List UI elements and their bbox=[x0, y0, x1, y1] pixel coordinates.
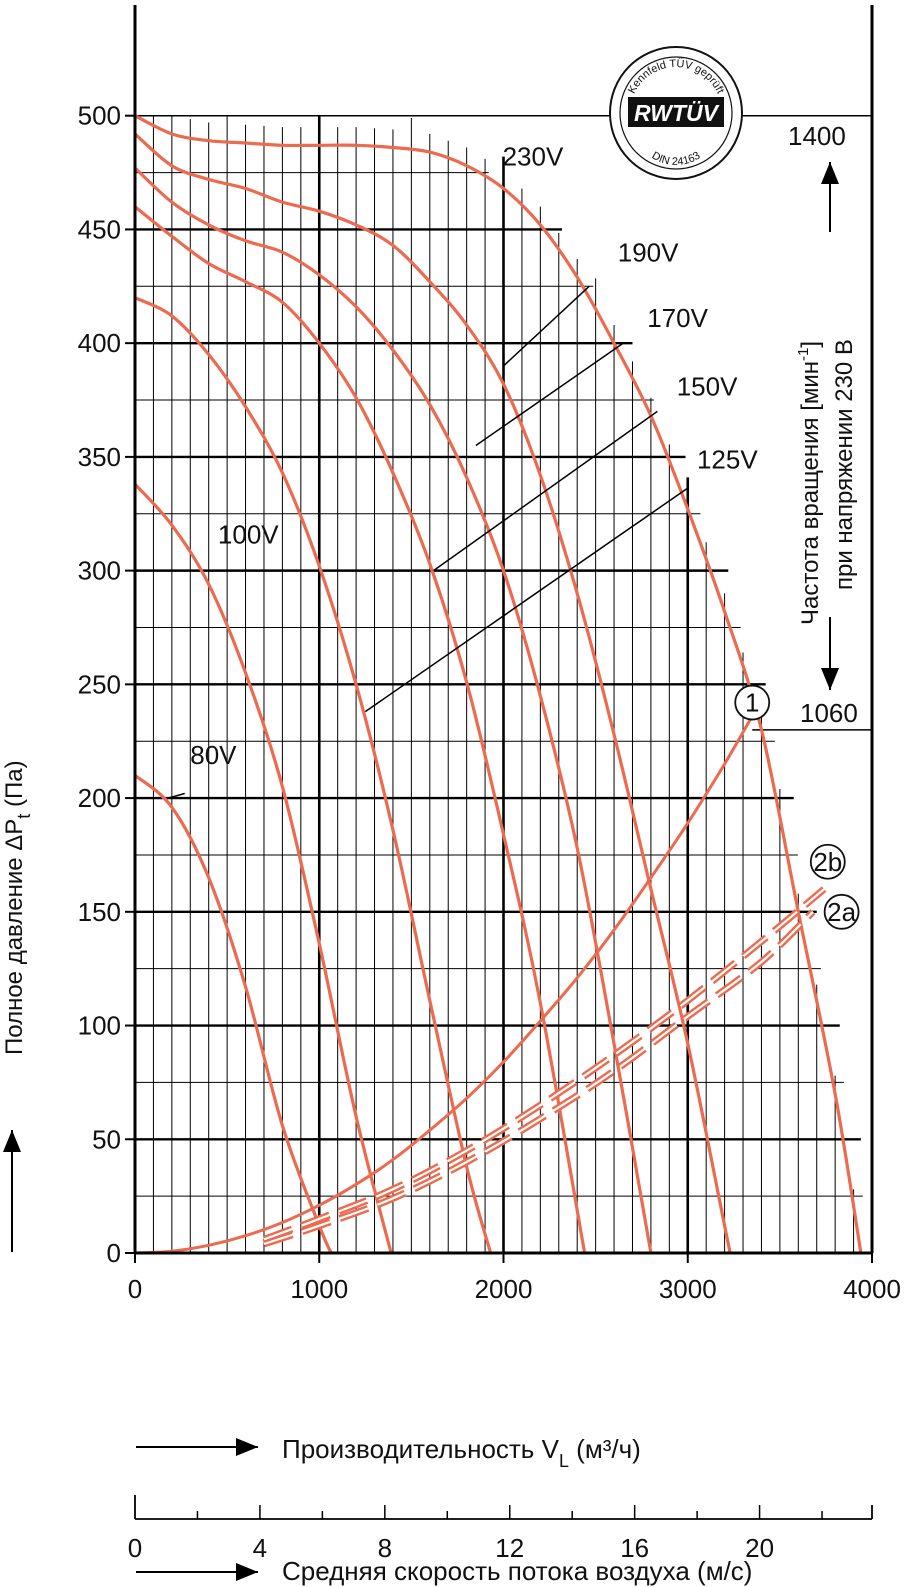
marker-label-2a: 2a bbox=[827, 897, 856, 927]
system-curves bbox=[134, 715, 827, 1255]
right-axis-bottom-value: 1060 bbox=[800, 698, 858, 728]
marker-label-1: 1 bbox=[745, 688, 759, 718]
y-tick-label: 300 bbox=[78, 556, 121, 586]
x-tick-label: 2000 bbox=[475, 1274, 533, 1304]
right-axis-label-line2: при напряжении 230 В bbox=[831, 339, 858, 590]
speed-tick-label: 0 bbox=[128, 1533, 142, 1563]
system-curve-2a-gap bbox=[263, 911, 814, 1245]
fan-curve-125V bbox=[134, 296, 493, 1254]
y-tick-label: 50 bbox=[92, 1124, 121, 1154]
y-tick-label: 400 bbox=[78, 328, 121, 358]
y-tick-label: 150 bbox=[78, 897, 121, 927]
tuv-stamp: Kennfeld TÜV geprüft RWTÜV DIN 24163 bbox=[609, 46, 743, 180]
curve-label-230V: 230V bbox=[503, 142, 564, 172]
speed-tick-label: 8 bbox=[378, 1533, 392, 1563]
curve-label-100V: 100V bbox=[218, 519, 279, 549]
leader-80V bbox=[167, 792, 185, 799]
curve-label-170V: 170V bbox=[647, 303, 708, 333]
fan-curves bbox=[133, 114, 863, 1254]
marker-circle-1 bbox=[734, 684, 771, 721]
leader-170V bbox=[475, 342, 624, 447]
fan-curve-150V bbox=[133, 205, 587, 1254]
x-axis-arrow-head bbox=[236, 1438, 258, 1456]
right-axis-up-arrow-head bbox=[821, 162, 839, 184]
speed-tick-label: 12 bbox=[495, 1533, 524, 1563]
leader-125V bbox=[364, 488, 688, 713]
y-tick-label: 250 bbox=[78, 669, 121, 699]
fan-curve-100V bbox=[133, 483, 393, 1254]
x-tick-label: 1000 bbox=[290, 1274, 348, 1304]
stamp-bottom-text: DIN 24163 bbox=[650, 150, 703, 168]
fan-curve-80V bbox=[133, 774, 333, 1254]
speed-axis-arrow-head bbox=[236, 1563, 258, 1581]
speed-tick-label: 20 bbox=[745, 1533, 774, 1563]
y-axis-arrow-head bbox=[3, 1130, 21, 1152]
curve-labels: 230V 190V 170V 150V 125V 100V 80V 1 2b 2a bbox=[190, 142, 860, 930]
svg-text:DIN 24163: DIN 24163 bbox=[650, 150, 703, 168]
stamp-logo: RWTÜV bbox=[634, 100, 720, 126]
marker-label-2b: 2b bbox=[813, 847, 842, 877]
curve-label-125V: 125V bbox=[697, 444, 758, 474]
leader-190V bbox=[502, 285, 590, 367]
fan-curve-190V bbox=[133, 132, 732, 1254]
y-tick-label: 0 bbox=[107, 1238, 121, 1268]
fan-curve-230V bbox=[134, 114, 863, 1254]
curve-label-80V: 80V bbox=[190, 740, 237, 770]
x-tick-label: 4000 bbox=[843, 1274, 901, 1304]
right-axis-label-line1: Частота вращения [мин-1] bbox=[795, 341, 824, 625]
y-tick-label: 350 bbox=[78, 442, 121, 472]
leader-150V bbox=[433, 410, 658, 572]
speed-tick-label: 4 bbox=[253, 1533, 267, 1563]
x-axis-label: Производительность VL (м³/ч) bbox=[282, 1434, 641, 1471]
system-curve-2b-gap bbox=[263, 888, 825, 1241]
y-axis-label: Полное давление ΔPt (Па) bbox=[1, 760, 34, 1055]
x-tick-label: 3000 bbox=[659, 1274, 717, 1304]
label-leaders bbox=[167, 285, 688, 799]
system-curve-2b bbox=[262, 886, 827, 1243]
x-tick-label: 0 bbox=[128, 1274, 142, 1304]
y-tick-label: 450 bbox=[78, 214, 121, 244]
grid bbox=[135, 114, 872, 1253]
right-axis-down-arrow-head bbox=[821, 668, 839, 690]
y-tick-label: 500 bbox=[78, 101, 121, 131]
curve-label-150V: 150V bbox=[677, 371, 738, 401]
speed-axis-label: Средняя скорость потока воздуха (м/с) bbox=[282, 1556, 752, 1586]
system-curve-1 bbox=[134, 715, 754, 1255]
fan-curve-170V bbox=[133, 166, 653, 1254]
y-tick-label: 100 bbox=[78, 1011, 121, 1041]
marker-circle-2b bbox=[809, 843, 846, 880]
marker-circle-2a bbox=[823, 893, 860, 930]
speed-tick-label: 16 bbox=[620, 1533, 649, 1563]
y-tick-label: 200 bbox=[78, 783, 121, 813]
curve-label-190V: 190V bbox=[618, 237, 679, 267]
right-axis-top-value: 1400 bbox=[788, 121, 846, 151]
